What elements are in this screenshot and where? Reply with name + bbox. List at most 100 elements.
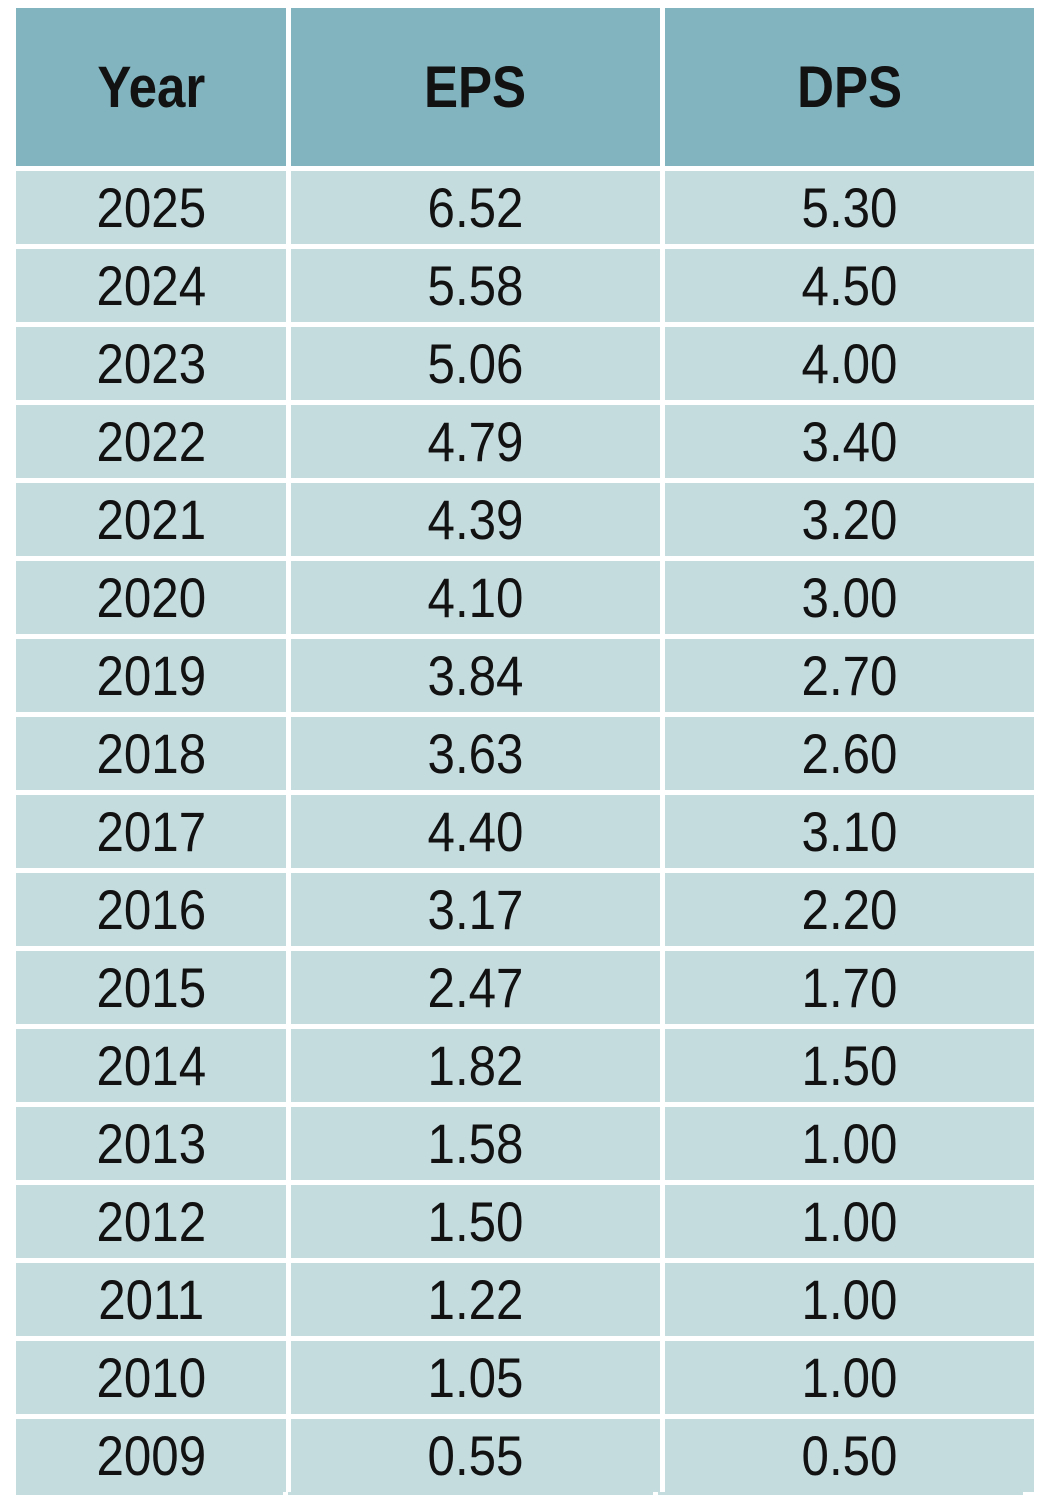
dps-cell: 4.00 — [664, 327, 1034, 400]
eps-cell: 1.58 — [290, 1107, 660, 1180]
eps-value: 5.58 — [427, 254, 524, 317]
dps-cell: 3.40 — [664, 405, 1034, 478]
year-cell: 2021 — [16, 483, 286, 556]
table-row: 2018 3.63 2.60 — [16, 717, 1034, 790]
year-value: 2012 — [96, 1190, 206, 1253]
column-header-dps-label: DPS — [796, 54, 902, 120]
eps-value: 1.58 — [427, 1112, 524, 1175]
year-cell: 2017 — [16, 795, 286, 868]
dps-value: 0.50 — [801, 1424, 898, 1487]
year-value: 2022 — [96, 410, 206, 473]
cropped-next-row-eps-cell — [288, 1492, 653, 1495]
eps-value: 1.82 — [427, 1034, 524, 1097]
eps-value: 2.47 — [427, 956, 524, 1019]
dps-cell: 4.50 — [664, 249, 1034, 322]
table-row: 2017 4.40 3.10 — [16, 795, 1034, 868]
dps-value: 3.40 — [801, 410, 898, 473]
eps-value: 4.40 — [427, 800, 524, 863]
column-header-year: Year — [16, 8, 286, 166]
eps-cell: 3.84 — [290, 639, 660, 712]
year-cell: 2022 — [16, 405, 286, 478]
eps-value: 4.39 — [427, 488, 524, 551]
eps-dps-table: Year EPS DPS 2025 6.52 5.30 2024 5.58 4.50 202… — [11, 3, 1038, 1497]
table-header: Year EPS DPS — [16, 8, 1034, 166]
table-row: 2015 2.47 1.70 — [16, 951, 1034, 1024]
year-value: 2021 — [96, 488, 206, 551]
dps-cell: 1.70 — [664, 951, 1034, 1024]
eps-cell: 3.63 — [290, 717, 660, 790]
eps-cell: 5.06 — [290, 327, 660, 400]
dps-cell: 2.70 — [664, 639, 1034, 712]
eps-value: 0.55 — [427, 1424, 524, 1487]
year-cell: 2010 — [16, 1341, 286, 1414]
year-value: 2025 — [96, 176, 206, 239]
dps-value: 3.20 — [801, 488, 898, 551]
eps-cell: 4.39 — [290, 483, 660, 556]
eps-cell: 1.22 — [290, 1263, 660, 1336]
table-row: 2022 4.79 3.40 — [16, 405, 1034, 478]
year-value: 2015 — [96, 956, 206, 1019]
dps-value: 4.00 — [801, 332, 898, 395]
table-row: 2009 0.55 0.50 — [16, 1419, 1034, 1492]
dps-cell: 2.60 — [664, 717, 1034, 790]
eps-value: 5.06 — [427, 332, 524, 395]
dps-value: 1.00 — [801, 1112, 898, 1175]
table-row: 2016 3.17 2.20 — [16, 873, 1034, 946]
table-row: 2011 1.22 1.00 — [16, 1263, 1034, 1336]
year-cell: 2012 — [16, 1185, 286, 1258]
year-value: 2017 — [96, 800, 206, 863]
year-value: 2019 — [96, 644, 206, 707]
dps-value: 4.50 — [801, 254, 898, 317]
year-value: 2020 — [96, 566, 206, 629]
year-cell: 2020 — [16, 561, 286, 634]
eps-cell: 1.50 — [290, 1185, 660, 1258]
eps-cell: 2.47 — [290, 951, 660, 1024]
table-row: 2010 1.05 1.00 — [16, 1341, 1034, 1414]
table-row: 2012 1.50 1.00 — [16, 1185, 1034, 1258]
eps-value: 3.17 — [427, 878, 524, 941]
dps-value: 1.50 — [801, 1034, 898, 1097]
table-row: 2019 3.84 2.70 — [16, 639, 1034, 712]
year-value: 2013 — [96, 1112, 206, 1175]
header-row: Year EPS DPS — [16, 8, 1034, 166]
cropped-next-row-year-cell — [16, 1492, 283, 1495]
eps-cell: 1.05 — [290, 1341, 660, 1414]
dps-value: 1.00 — [801, 1346, 898, 1409]
dps-value: 2.20 — [801, 878, 898, 941]
year-cell: 2015 — [16, 951, 286, 1024]
dps-cell: 3.10 — [664, 795, 1034, 868]
dps-value: 2.70 — [801, 644, 898, 707]
year-value: 2024 — [96, 254, 206, 317]
eps-value: 4.10 — [427, 566, 524, 629]
eps-value: 3.63 — [427, 722, 524, 785]
dps-cell: 1.00 — [664, 1107, 1034, 1180]
year-value: 2010 — [96, 1346, 206, 1409]
year-cell: 2016 — [16, 873, 286, 946]
dps-cell: 0.50 — [664, 1419, 1034, 1492]
year-cell: 2025 — [16, 171, 286, 244]
eps-cell: 4.79 — [290, 405, 660, 478]
year-value: 2014 — [96, 1034, 206, 1097]
year-value: 2018 — [96, 722, 206, 785]
year-cell: 2014 — [16, 1029, 286, 1102]
table-row: 2023 5.06 4.00 — [16, 327, 1034, 400]
dps-value: 3.10 — [801, 800, 898, 863]
eps-value: 1.05 — [427, 1346, 524, 1409]
dps-cell: 3.20 — [664, 483, 1034, 556]
cropped-next-row — [16, 1492, 1023, 1495]
table-row: 2024 5.58 4.50 — [16, 249, 1034, 322]
year-cell: 2009 — [16, 1419, 286, 1492]
dps-value: 1.00 — [801, 1268, 898, 1331]
eps-value: 1.50 — [427, 1190, 524, 1253]
table-row: 2014 1.82 1.50 — [16, 1029, 1034, 1102]
eps-cell: 6.52 — [290, 171, 660, 244]
dps-cell: 1.00 — [664, 1341, 1034, 1414]
eps-cell: 1.82 — [290, 1029, 660, 1102]
dps-value: 2.60 — [801, 722, 898, 785]
column-header-dps: DPS — [664, 8, 1034, 166]
year-cell: 2023 — [16, 327, 286, 400]
eps-value: 3.84 — [427, 644, 524, 707]
eps-cell: 4.10 — [290, 561, 660, 634]
dps-value: 1.00 — [801, 1190, 898, 1253]
